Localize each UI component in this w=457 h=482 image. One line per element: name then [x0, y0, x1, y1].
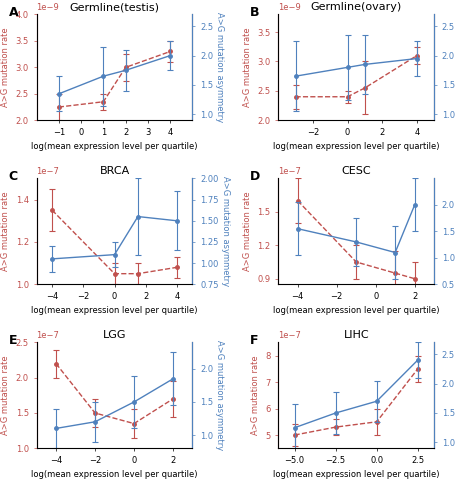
- Title: Germline(testis): Germline(testis): [69, 2, 159, 13]
- Y-axis label: A>G mutation asymmetry: A>G mutation asymmetry: [215, 12, 224, 122]
- X-axis label: log(mean expression level per quartile): log(mean expression level per quartile): [31, 143, 198, 151]
- Y-axis label: A>G mutation asymmetry: A>G mutation asymmetry: [215, 340, 224, 451]
- X-axis label: log(mean expression level per quartile): log(mean expression level per quartile): [273, 307, 440, 315]
- Text: E: E: [9, 334, 17, 347]
- X-axis label: log(mean expression level per quartile): log(mean expression level per quartile): [31, 470, 198, 480]
- Text: C: C: [9, 170, 18, 183]
- Title: LIHC: LIHC: [343, 330, 369, 340]
- Text: B: B: [250, 6, 260, 19]
- X-axis label: log(mean expression level per quartile): log(mean expression level per quartile): [31, 307, 198, 315]
- Text: D: D: [250, 170, 260, 183]
- Y-axis label: A>G mutation asymmetry: A>G mutation asymmetry: [221, 176, 230, 286]
- Y-axis label: A>G mutation rate: A>G mutation rate: [1, 27, 10, 107]
- Y-axis label: A>G mutation rate: A>G mutation rate: [243, 191, 252, 271]
- Title: Germline(ovary): Germline(ovary): [311, 2, 402, 13]
- Text: A: A: [9, 6, 18, 19]
- Y-axis label: A>G mutation rate: A>G mutation rate: [1, 191, 10, 271]
- Y-axis label: A>G mutation rate: A>G mutation rate: [250, 356, 260, 435]
- X-axis label: log(mean expression level per quartile): log(mean expression level per quartile): [273, 470, 440, 480]
- Title: BRCA: BRCA: [99, 166, 130, 176]
- X-axis label: log(mean expression level per quartile): log(mean expression level per quartile): [273, 143, 440, 151]
- Y-axis label: A>G mutation rate: A>G mutation rate: [1, 356, 10, 435]
- Title: LGG: LGG: [103, 330, 126, 340]
- Title: CESC: CESC: [341, 166, 371, 176]
- Y-axis label: A>G mutation rate: A>G mutation rate: [243, 27, 252, 107]
- Text: F: F: [250, 334, 259, 347]
